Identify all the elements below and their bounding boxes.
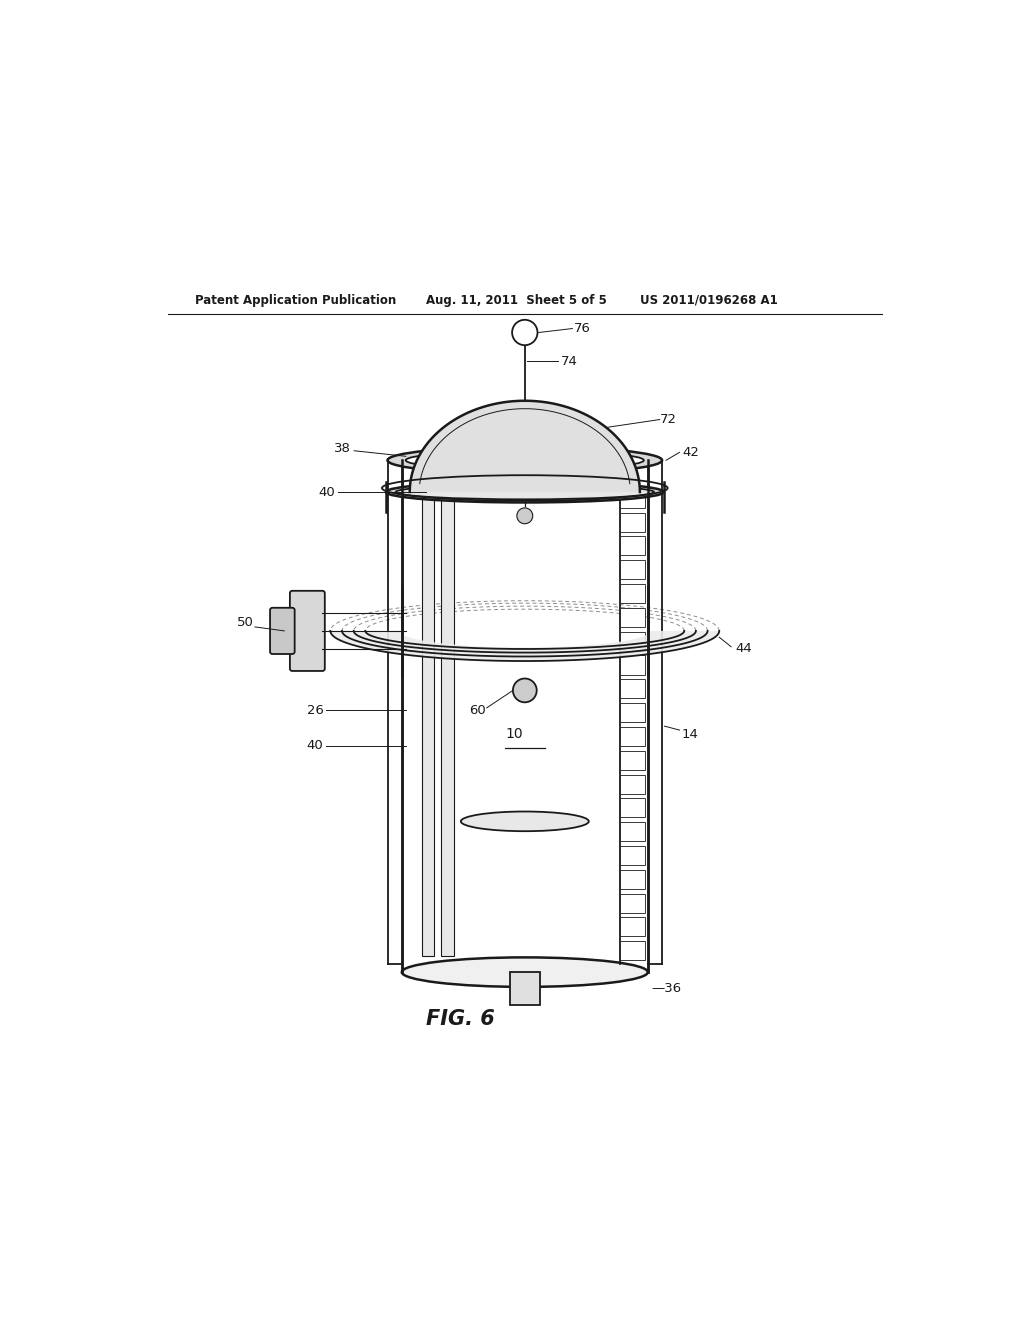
Bar <box>620 583 645 603</box>
Text: US 2011/0196268 A1: US 2011/0196268 A1 <box>640 294 777 308</box>
Bar <box>620 680 645 698</box>
Bar <box>510 972 540 1006</box>
Bar <box>620 751 645 770</box>
Ellipse shape <box>461 812 589 832</box>
FancyBboxPatch shape <box>270 607 295 653</box>
FancyBboxPatch shape <box>290 591 325 671</box>
Bar <box>620 488 645 508</box>
Text: 40: 40 <box>318 486 335 499</box>
Text: 60: 60 <box>469 704 486 717</box>
Ellipse shape <box>395 484 654 499</box>
Circle shape <box>517 508 532 524</box>
Bar <box>620 512 645 532</box>
Bar <box>620 727 645 746</box>
Ellipse shape <box>406 450 644 470</box>
Ellipse shape <box>387 446 663 474</box>
Text: —36: —36 <box>652 982 682 995</box>
Bar <box>620 536 645 556</box>
Circle shape <box>512 319 538 346</box>
Text: 76: 76 <box>574 322 591 335</box>
Bar <box>620 941 645 960</box>
Polygon shape <box>410 401 640 492</box>
Text: 74: 74 <box>560 355 578 367</box>
Text: 72: 72 <box>659 413 677 426</box>
Bar <box>620 775 645 793</box>
Text: 40: 40 <box>306 739 324 752</box>
Text: 50: 50 <box>237 616 254 630</box>
Bar <box>620 846 645 865</box>
Bar <box>620 632 645 651</box>
Text: FIG. 6: FIG. 6 <box>426 1010 495 1030</box>
Ellipse shape <box>401 957 648 987</box>
Bar <box>422 477 434 956</box>
Bar <box>620 917 645 936</box>
Text: 26: 26 <box>306 704 324 717</box>
Text: 38: 38 <box>334 442 351 455</box>
Text: Patent Application Publication: Patent Application Publication <box>196 294 396 308</box>
Bar <box>620 870 645 888</box>
Text: Aug. 11, 2011  Sheet 5 of 5: Aug. 11, 2011 Sheet 5 of 5 <box>426 294 606 308</box>
Ellipse shape <box>386 482 664 503</box>
Bar <box>441 477 455 956</box>
Text: 14: 14 <box>682 727 698 741</box>
Bar <box>620 704 645 722</box>
Polygon shape <box>331 631 719 661</box>
Bar <box>620 560 645 579</box>
Text: 42: 42 <box>682 446 698 459</box>
Bar <box>620 799 645 817</box>
Text: 10: 10 <box>505 727 522 741</box>
Bar <box>620 894 645 912</box>
Bar <box>620 822 645 841</box>
Text: 44: 44 <box>735 642 752 655</box>
Bar <box>620 609 645 627</box>
Circle shape <box>513 678 537 702</box>
Bar <box>620 656 645 675</box>
